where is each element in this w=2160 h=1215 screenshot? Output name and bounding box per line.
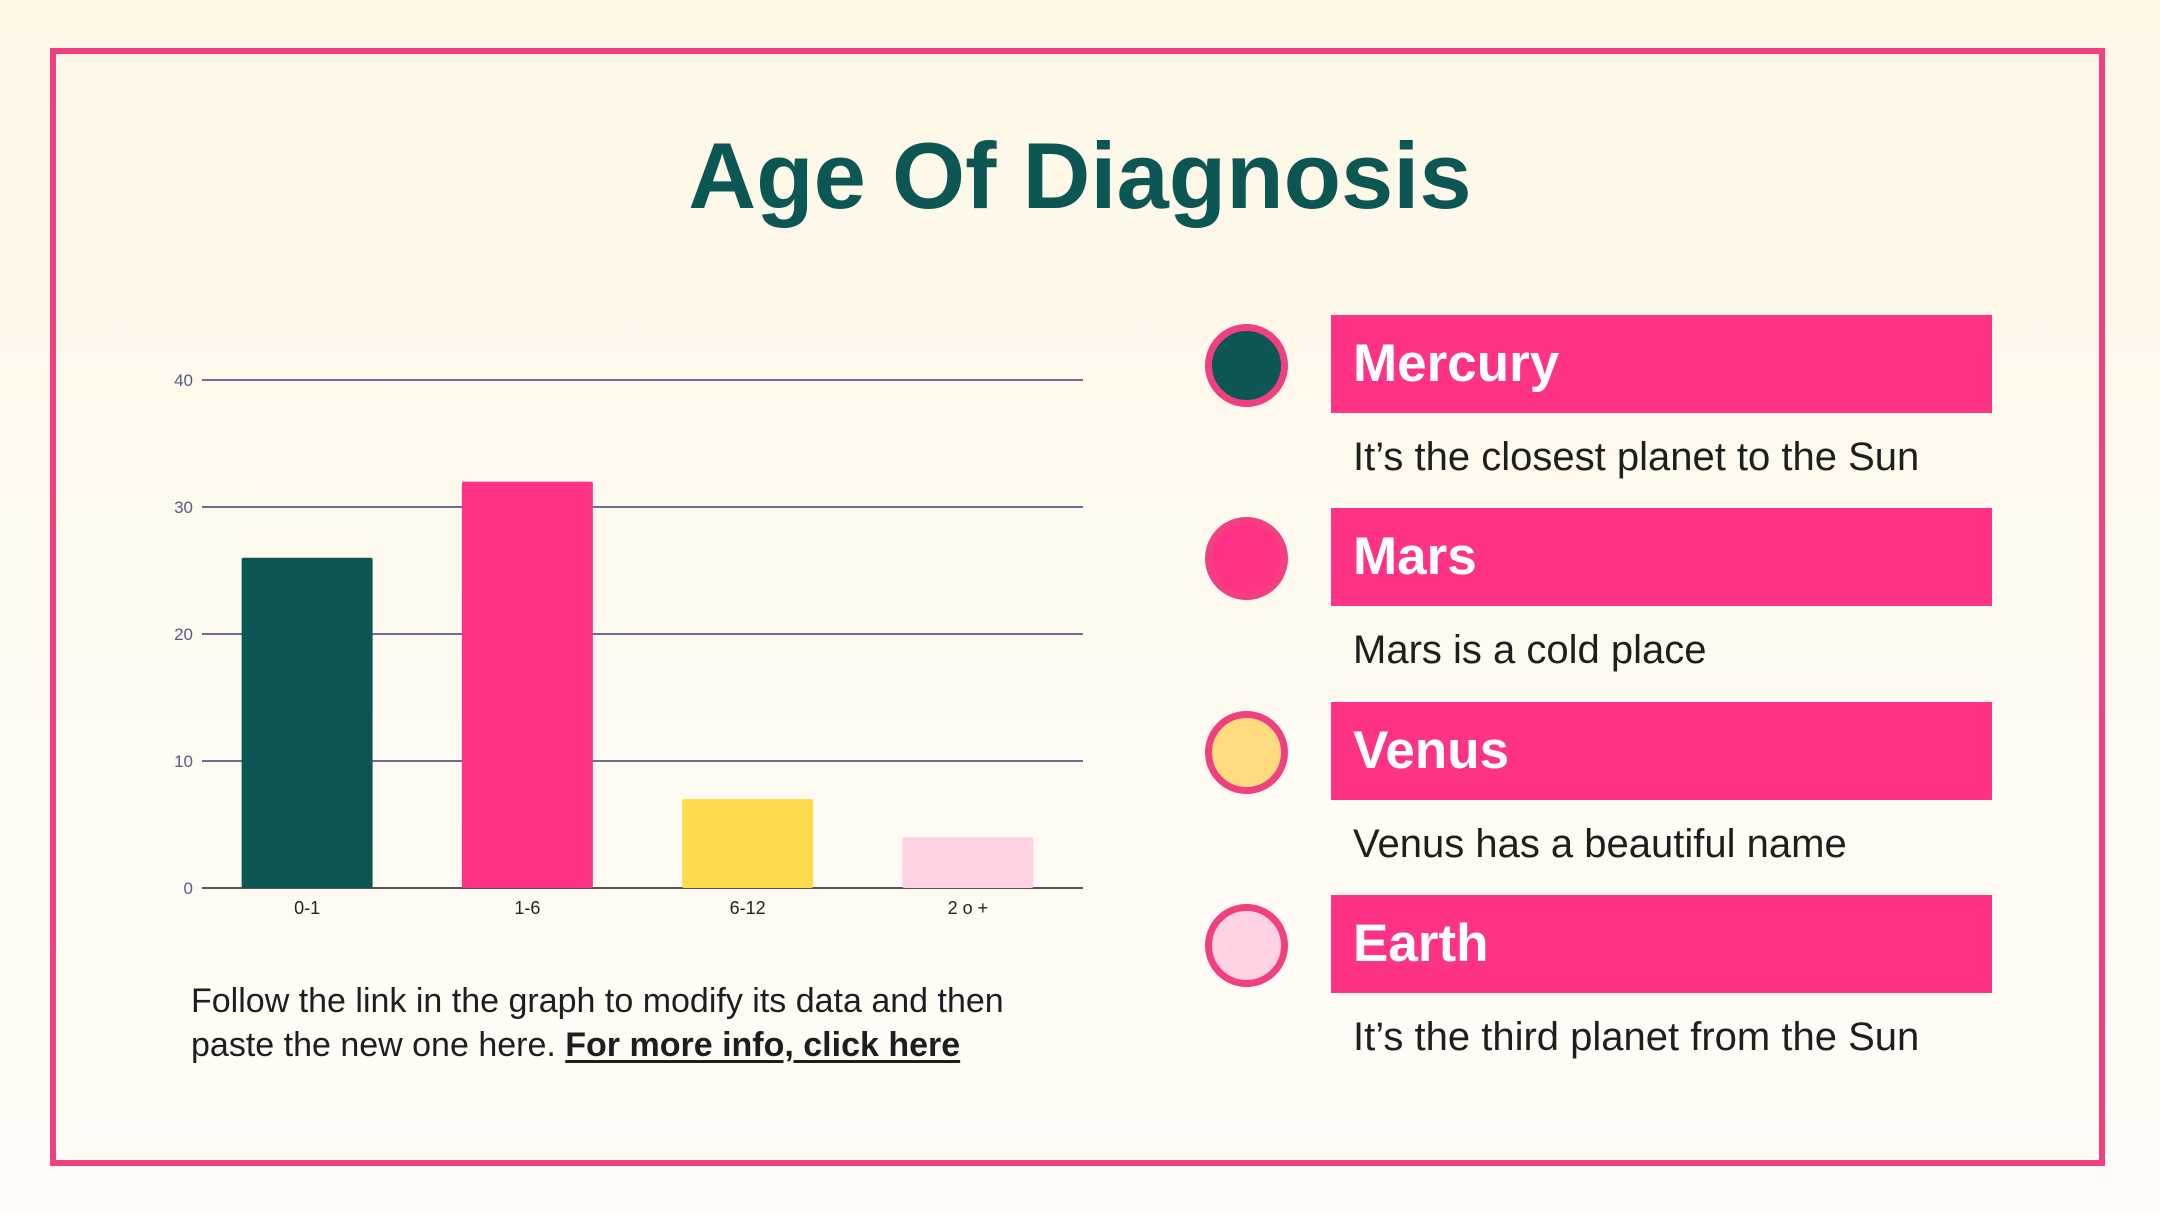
legend-label-earth: Earth (1331, 895, 1992, 993)
legend-item-venus: Venus Venus has a beautiful name (1200, 702, 2000, 892)
legend-item-mercury: Mercury It’s the closest planet to the S… (1200, 315, 2000, 505)
legend-description-venus: Venus has a beautiful name (1353, 822, 1847, 866)
earth-color-dot (1205, 904, 1288, 987)
bar (902, 837, 1034, 888)
legend-item-earth: Earth It’s the third planet from the Sun (1200, 895, 2000, 1085)
venus-color-dot (1205, 711, 1288, 794)
bar (682, 799, 814, 888)
x-tick-label: 0-1 (294, 898, 320, 918)
chart-note: Follow the link in the graph to modify i… (191, 979, 1091, 1067)
slide-frame (50, 48, 2105, 1166)
y-tick-label: 0 (184, 879, 193, 898)
x-tick-label: 2 o + (948, 898, 989, 918)
bar (241, 557, 373, 888)
x-tick-label: 6-12 (730, 898, 766, 918)
x-tick-label: 1-6 (514, 898, 540, 918)
mercury-color-dot (1205, 324, 1288, 407)
y-tick-label: 30 (174, 498, 193, 517)
y-tick-label: 20 (174, 625, 193, 644)
y-tick-label: 10 (174, 752, 193, 771)
legend-description-earth: It’s the third planet from the Sun (1353, 1015, 1920, 1059)
legend-label-venus: Venus (1331, 702, 1992, 800)
chart-note-text: Follow the link in the graph to modify i… (191, 982, 1004, 1064)
age-bar-chart[interactable]: 0 10 20 30 40 0-1 1-6 6-12 2 o + (140, 340, 1100, 940)
mars-color-dot (1205, 517, 1288, 600)
legend-label-mercury: Mercury (1331, 315, 1992, 413)
legend-label-mars: Mars (1331, 508, 1992, 606)
legend-description-mercury: It’s the closest planet to the Sun (1353, 435, 1920, 479)
legend-description-mars: Mars is a cold place (1353, 628, 1707, 672)
more-info-link[interactable]: For more info, click here (565, 1026, 961, 1064)
legend-item-mars: Mars Mars is a cold place (1200, 508, 2000, 698)
bar (461, 481, 593, 888)
page-title: Age Of Diagnosis (688, 123, 1472, 228)
y-tick-label: 40 (174, 371, 193, 390)
